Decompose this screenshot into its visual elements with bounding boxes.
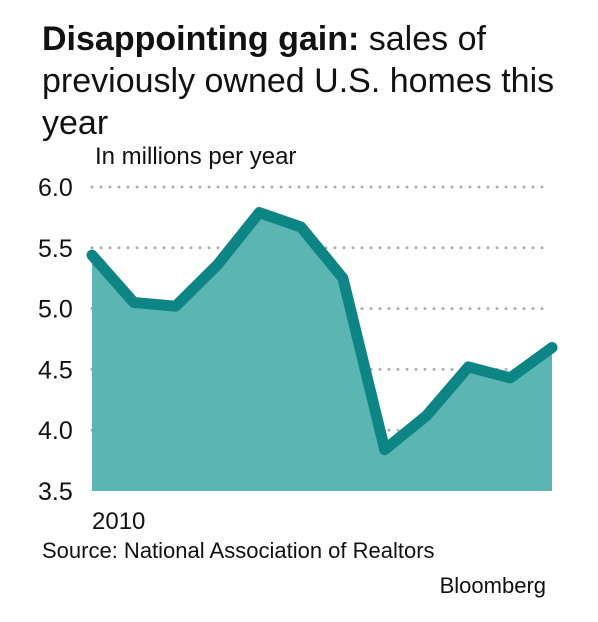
y-tick-label: 4.0	[38, 417, 73, 445]
credit: Bloomberg	[439, 573, 546, 598]
y-tick-label: 5.5	[38, 235, 73, 263]
title-bold: Disappointing gain:	[42, 20, 360, 58]
y-tick-label: 4.5	[38, 356, 73, 384]
y-tick-label: 3.5	[38, 478, 73, 506]
source-note: Source: National Association of Realtors	[42, 538, 435, 563]
x-tick-label: 2010	[92, 508, 145, 535]
title-rest: sales of previously owned U.S. homes thi…	[42, 20, 555, 142]
chart-title: Disappointing gain: sales of previously …	[42, 18, 582, 144]
series-line	[86, 207, 558, 456]
y-tick-label: 5.0	[38, 296, 73, 324]
unit-label: In millions per year	[95, 143, 297, 170]
y-tick-label: 6.0	[38, 174, 73, 202]
